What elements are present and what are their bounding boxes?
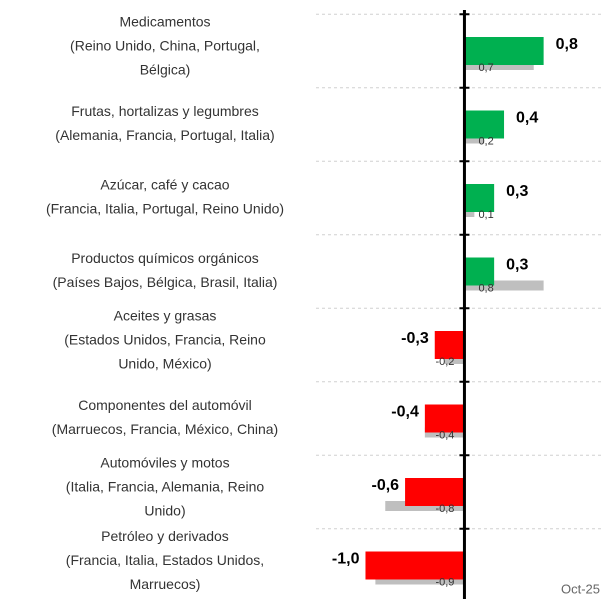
value-label: -0,4	[391, 404, 419, 421]
previous-label: -0,9	[435, 576, 454, 588]
category-label: Petróleo y derivados	[101, 528, 229, 544]
value-label: 0,3	[506, 257, 528, 274]
value-label: 0,4	[516, 110, 538, 127]
previous-label: 0,2	[478, 135, 493, 147]
category-label: (Alemania, Francia, Portugal, Italia)	[55, 127, 274, 143]
category-label: Automóviles y motos	[100, 455, 229, 471]
category-label: Aceites y grasas	[114, 308, 217, 324]
category-label: Bélgica)	[140, 62, 191, 78]
previous-label: -0,8	[435, 503, 454, 515]
value-label: -1,0	[332, 551, 360, 568]
category-label: (Francia, Italia, Estados Unidos,	[66, 552, 264, 568]
bar	[365, 551, 465, 580]
previous-label: 0,1	[478, 209, 493, 221]
bar	[464, 37, 544, 65]
category-label: (Países Bajos, Bélgica, Brasil, Italia)	[53, 274, 278, 290]
category-label: (Italia, Francia, Alemania, Reino	[66, 479, 265, 495]
bar	[405, 478, 465, 506]
previous-label: 0,7	[478, 62, 493, 74]
category-label: (Francia, Italia, Portugal, Reino Unido)	[46, 201, 284, 217]
category-label: Frutas, hortalizas y legumbres	[71, 103, 259, 119]
category-label: Unido, México)	[118, 356, 211, 372]
bar	[464, 257, 495, 286]
category-label: (Marruecos, Francia, México, China)	[52, 421, 278, 437]
bar	[464, 110, 505, 139]
category-label: Productos químicos orgánicos	[71, 250, 259, 266]
previous-label: -0,4	[435, 429, 454, 441]
category-label: Componentes del automóvil	[78, 397, 252, 413]
category-label: Azúcar, café y cacao	[100, 177, 229, 193]
annotation: Oct-25	[561, 581, 600, 596]
bar	[434, 331, 465, 359]
previous-label: 0,8	[478, 282, 493, 294]
previous-bar	[464, 280, 544, 291]
bar	[464, 184, 495, 212]
previous-label: -0,2	[435, 356, 454, 368]
value-label: 0,8	[556, 36, 578, 53]
category-label: (Estados Unidos, Francia, Reino	[64, 332, 266, 348]
category-label: Unido)	[144, 503, 185, 519]
category-label: Marruecos)	[130, 576, 201, 592]
value-label: -0,6	[371, 477, 399, 494]
bar	[424, 404, 465, 433]
category-label: (Reino Unido, China, Portugal,	[70, 38, 260, 54]
category-label: Medicamentos	[119, 14, 210, 30]
value-label: -0,3	[401, 330, 429, 347]
value-label: 0,3	[506, 183, 528, 200]
